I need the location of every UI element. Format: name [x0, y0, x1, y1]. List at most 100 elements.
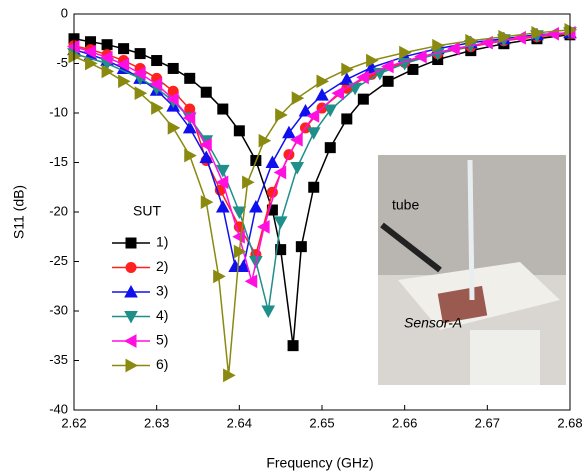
- marker: [273, 216, 288, 229]
- marker: [261, 305, 276, 319]
- marker: [200, 195, 214, 209]
- marker: [275, 244, 287, 256]
- plot-frame: [73, 13, 571, 411]
- marker: [101, 64, 115, 79]
- marker: [339, 72, 354, 85]
- y-tick-label: -15: [49, 154, 68, 169]
- marker: [249, 200, 263, 213]
- y-tick-label: -20: [49, 203, 68, 218]
- marker: [215, 175, 229, 190]
- marker: [242, 175, 255, 190]
- marker: [215, 200, 230, 213]
- marker: [236, 259, 251, 272]
- marker: [315, 88, 329, 101]
- legend-title: SUT: [133, 203, 161, 219]
- marker: [316, 74, 330, 89]
- marker: [399, 45, 412, 60]
- marker: [308, 181, 320, 193]
- marker: [480, 35, 493, 50]
- marker: [366, 53, 379, 68]
- marker: [414, 49, 427, 64]
- marker: [100, 50, 113, 65]
- marker: [116, 57, 130, 72]
- marker: [265, 155, 280, 168]
- marker: [134, 48, 146, 60]
- marker: [166, 92, 179, 106]
- y-axis-label: S11 (dB): [11, 185, 27, 239]
- marker: [182, 120, 197, 134]
- marker: [356, 70, 369, 85]
- marker: [167, 121, 181, 135]
- marker: [133, 66, 146, 81]
- marker: [357, 93, 369, 105]
- y-tick-label: 0: [61, 5, 68, 20]
- inset-photo: tube Sensor-A: [378, 155, 566, 385]
- marker: [498, 29, 511, 44]
- marker: [324, 142, 336, 154]
- legend-marker: [124, 284, 138, 298]
- legend-label: 1): [156, 234, 168, 250]
- marker: [290, 161, 305, 175]
- marker: [432, 38, 445, 53]
- marker: [290, 132, 303, 147]
- marker: [258, 133, 272, 148]
- legend-label: 5): [156, 332, 168, 348]
- marker: [83, 44, 97, 59]
- legend-marker: [125, 237, 137, 249]
- legend-label: 4): [156, 307, 168, 323]
- marker: [447, 41, 460, 56]
- marker: [306, 109, 320, 123]
- marker: [118, 74, 131, 89]
- y-tick-label: -5: [56, 55, 68, 70]
- legend-marker: [124, 311, 138, 324]
- x-tick-label: 2.65: [309, 415, 334, 430]
- marker: [85, 56, 98, 71]
- x-axis-label: Frequency (GHz): [266, 455, 373, 471]
- marker: [341, 62, 354, 77]
- x-tick-label: 2.62: [61, 415, 86, 430]
- x-tick-label: 2.64: [227, 415, 252, 430]
- legend-label: 3): [156, 283, 168, 299]
- x-tick-label: 2.67: [475, 415, 500, 430]
- marker: [217, 103, 229, 115]
- marker: [167, 62, 179, 74]
- legend-marker: [125, 262, 137, 273]
- y-tick-label: -10: [49, 104, 68, 119]
- marker: [149, 77, 163, 92]
- x-tick-label: 2.63: [144, 415, 169, 430]
- y-tick-label: -35: [49, 352, 68, 367]
- x-tick-label: 2.66: [392, 415, 417, 430]
- marker: [199, 150, 214, 164]
- marker: [199, 137, 212, 152]
- marker: [381, 59, 394, 74]
- marker: [233, 125, 245, 137]
- marker: [118, 43, 130, 55]
- marker: [151, 55, 163, 67]
- marker: [184, 148, 197, 163]
- marker: [215, 164, 230, 178]
- marker: [101, 39, 113, 51]
- marker: [287, 340, 299, 352]
- marker: [223, 368, 236, 383]
- marker: [244, 274, 258, 289]
- marker: [151, 101, 164, 115]
- y-tick-label: -25: [49, 253, 68, 268]
- marker: [465, 33, 478, 48]
- marker: [531, 25, 544, 40]
- inset-label: Sensor-A: [404, 315, 462, 331]
- legend-marker: [123, 334, 137, 348]
- marker: [407, 63, 419, 75]
- marker: [257, 220, 270, 234]
- marker: [134, 86, 148, 101]
- marker: [232, 206, 247, 220]
- marker: [382, 75, 394, 87]
- marker: [200, 86, 212, 98]
- y-tick-label: -30: [49, 302, 68, 317]
- legend-label: 6): [156, 356, 168, 372]
- legend-marker: [125, 358, 139, 373]
- marker: [182, 111, 196, 125]
- marker: [341, 113, 353, 125]
- marker: [273, 165, 287, 180]
- marker: [331, 86, 345, 101]
